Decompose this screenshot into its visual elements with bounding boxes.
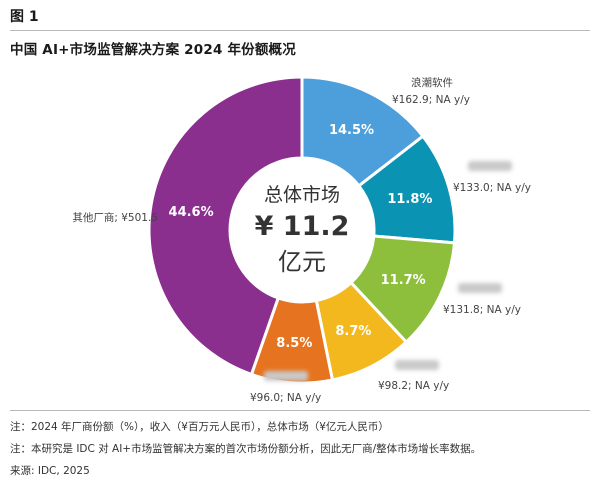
vendor-name-label: 浪潮软件 bbox=[411, 76, 453, 89]
slice-value-label: 其他厂商; ¥501.5 bbox=[72, 211, 158, 224]
note-units: 注：2024 年厂商份额（%），收入（¥百万元人民币），总体市场（¥亿元人民币） bbox=[10, 421, 389, 433]
slice-percent-label: 11.8% bbox=[387, 192, 432, 207]
slice-value-label: ¥162.9; NA y/y bbox=[392, 94, 470, 106]
slice-value-label: ¥98.2; NA y/y bbox=[378, 380, 449, 392]
slice-value-label: ¥96.0; NA y/y bbox=[250, 392, 321, 404]
slice-value-label: ¥131.8; NA y/y bbox=[443, 304, 521, 316]
center-label-unit: 亿元 bbox=[278, 248, 326, 276]
center-label-title: 总体市场 bbox=[264, 184, 340, 206]
slice-percent-label: 44.6% bbox=[169, 205, 214, 220]
center-label-value: ¥ 11.2 bbox=[255, 211, 350, 242]
vendor-name-redacted bbox=[264, 371, 308, 381]
slice-percent-label: 11.7% bbox=[381, 273, 426, 288]
vendor-name-redacted bbox=[468, 161, 512, 171]
figure-label: 图 1 bbox=[10, 9, 39, 25]
top-divider bbox=[10, 30, 590, 31]
donut-chart: 14.5% 11.8% 11.7% 8.7% 8.5% 44.6% 浪潮软件 ¥162.9;… bbox=[72, 75, 531, 404]
chart-title: 中国 AI+市场监管解决方案 2024 年份额概况 bbox=[10, 42, 296, 58]
slice-percent-label: 8.7% bbox=[335, 324, 371, 339]
vendor-name-redacted bbox=[395, 360, 439, 370]
donut-slice-6 bbox=[147, 75, 304, 377]
source-note: 来源: IDC, 2025 bbox=[10, 465, 90, 477]
note-first-study: 注：本研究是 IDC 对 AI+市场监管解决方案的首次市场份额分析，因此无厂商/… bbox=[10, 443, 482, 455]
slice-percent-label: 14.5% bbox=[329, 123, 374, 138]
vendor-name-redacted bbox=[458, 283, 502, 293]
slice-value-label: ¥133.0; NA y/y bbox=[453, 182, 531, 194]
bottom-divider bbox=[10, 410, 590, 411]
slice-percent-label: 8.5% bbox=[276, 336, 312, 351]
notes: 注：2024 年厂商份额（%），收入（¥百万元人民币），总体市场（¥亿元人民币）… bbox=[10, 416, 481, 482]
